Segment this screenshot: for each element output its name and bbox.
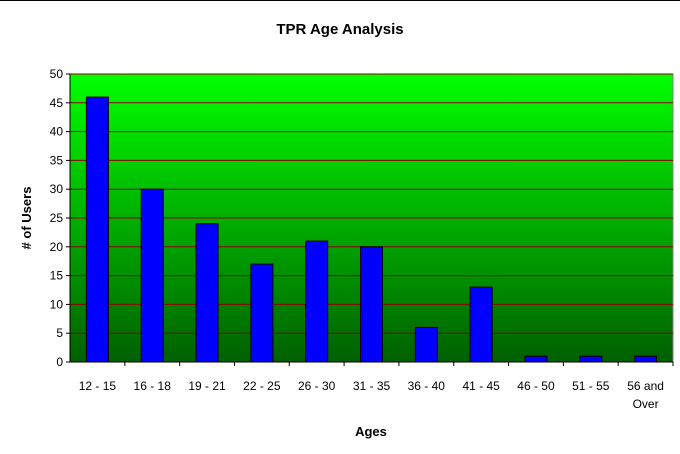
- x-tick-label: 41 - 45: [462, 379, 500, 393]
- y-tick-label: 30: [50, 182, 64, 196]
- y-tick-label: 50: [50, 67, 64, 81]
- x-axis-ticks: 12 - 15 16 - 18 19 - 21 22 - 25 26 - 30 31 - …: [79, 362, 674, 411]
- x-tick-label: 22 - 25: [243, 379, 281, 393]
- y-tick-label: 45: [50, 96, 64, 110]
- bar: [414, 326, 438, 363]
- chart-title: TPR Age Analysis: [276, 21, 403, 38]
- x-tick-label: 19 - 21: [188, 379, 226, 393]
- y-tick-label: 0: [56, 355, 63, 369]
- x-tick-label: 12 - 15: [79, 379, 117, 393]
- y-tick-label: 15: [50, 269, 64, 283]
- bar: [469, 286, 493, 363]
- y-axis-title: # of Users: [19, 187, 34, 250]
- x-axis-title: Ages: [355, 424, 387, 439]
- x-tick-label: 36 - 40: [408, 379, 446, 393]
- gridlines: [70, 73, 673, 334]
- x-tick-label: 16 - 18: [134, 379, 172, 393]
- bar: [360, 246, 383, 363]
- y-tick-label: 10: [50, 297, 64, 311]
- x-tick-label: 46 - 50: [517, 379, 555, 393]
- x-tick-label: 51 - 55: [572, 379, 610, 393]
- x-tick-label: 56 and Over: [627, 379, 664, 411]
- bar: [305, 240, 329, 363]
- y-tick-label: 5: [56, 326, 63, 340]
- bar: [250, 263, 274, 363]
- bars: [85, 96, 658, 363]
- bar: [524, 355, 548, 363]
- y-tick-label: 25: [50, 211, 64, 225]
- bar: [140, 188, 164, 363]
- y-axis-ticks: 0 5 10 15 20 25 30 35 40 45 50: [50, 67, 70, 369]
- y-tick-label: 35: [50, 153, 64, 167]
- x-tick-label: 31 - 35: [353, 379, 391, 393]
- bar: [195, 223, 219, 363]
- bar: [85, 96, 109, 363]
- y-tick-label: 40: [50, 125, 64, 139]
- bar: [579, 355, 603, 363]
- bar: [634, 355, 658, 363]
- x-tick-label: 26 - 30: [298, 379, 336, 393]
- y-tick-label: 20: [50, 240, 64, 254]
